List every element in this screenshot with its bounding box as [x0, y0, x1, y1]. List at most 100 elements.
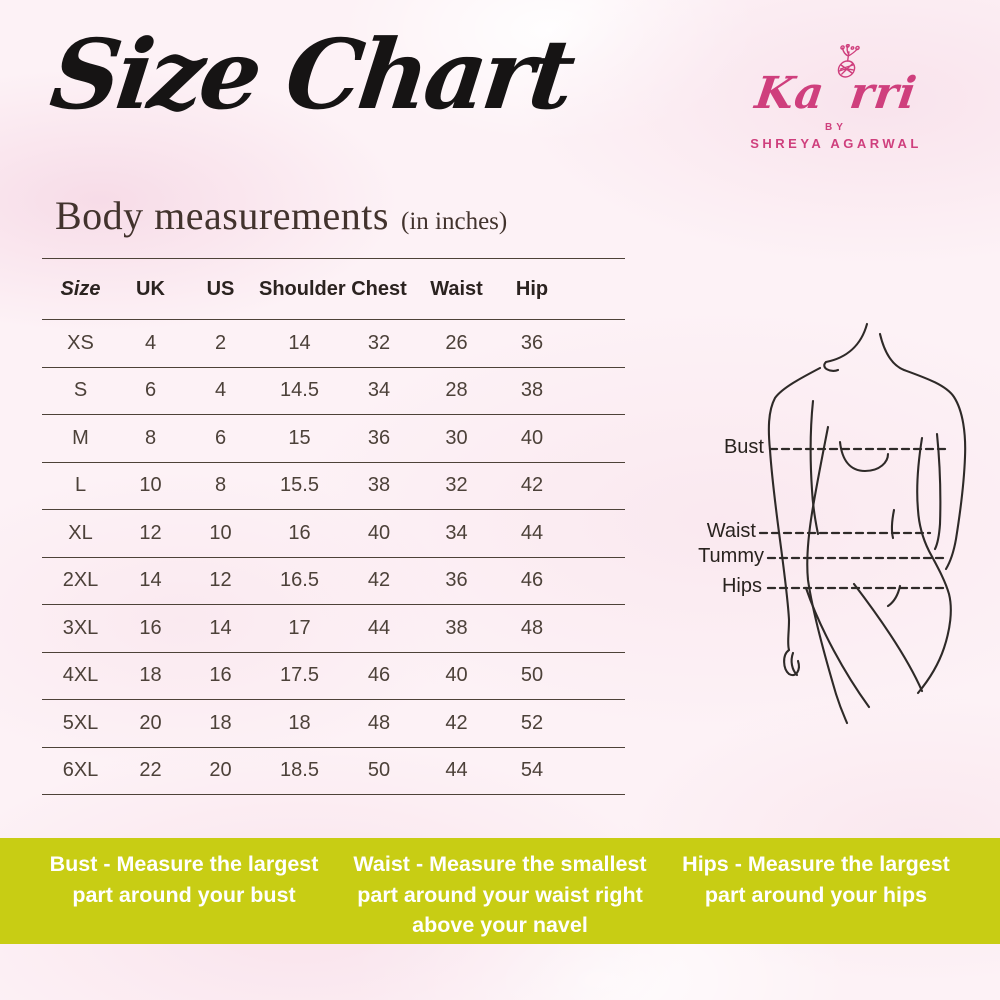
table-cell: 5XL: [62, 711, 99, 734]
table-cell: 2XL: [62, 569, 99, 592]
table-cell: M: [72, 426, 89, 449]
table-cell: 16: [288, 521, 311, 544]
table-cell: 42: [445, 711, 468, 734]
table-cell: 18: [209, 711, 232, 734]
table-cell: 8: [144, 426, 157, 449]
table-cell: 4: [214, 379, 227, 402]
column-header-us: US: [206, 277, 235, 300]
table-cell: 34: [445, 521, 468, 544]
table-cell: 44: [520, 521, 544, 544]
table-cell: 40: [445, 664, 468, 687]
bust-label: Bust: [723, 436, 764, 458]
table-cell: 38: [367, 474, 391, 497]
table-cell: 17: [288, 616, 311, 639]
table-row: 3XL 16 14 17 44 38 48: [42, 605, 625, 652]
table-cell: 18.5: [280, 759, 319, 782]
table-cell: 6XL: [62, 759, 99, 782]
section-heading: Body measurements (in inches): [55, 192, 507, 239]
measurement-instruction-waist: Waist - Measure the smallest part around…: [332, 849, 668, 944]
table-cell: XS: [67, 331, 94, 354]
size-table-header: Size UK US Shoulder Chest Waist Hip: [42, 258, 625, 320]
table-cell: 28: [445, 379, 468, 402]
table-cell: 54: [520, 759, 544, 782]
table-cell: 18: [139, 664, 162, 687]
table-cell: 20: [139, 711, 162, 734]
table-row: 4XL 18 16 17.5 46 40 50: [42, 652, 625, 700]
table-cell: 36: [520, 331, 544, 354]
table-cell: 46: [367, 664, 391, 687]
tummy-label: Tummy: [698, 545, 764, 567]
table-cell: XL: [68, 521, 93, 544]
table-cell: 18: [288, 711, 311, 734]
table-cell: 14: [209, 616, 232, 639]
size-table: Size UK US Shoulder Chest Waist Hip XS 4 2 14 32 2 6…: [42, 258, 625, 795]
waist-label: Waist: [706, 520, 756, 542]
table-cell: 44: [445, 759, 468, 782]
table-row: 5XL 20 18 18 48 42 52: [42, 700, 625, 747]
column-header-chest: Chest: [351, 277, 407, 300]
table-cell: 48: [520, 616, 544, 639]
measurement-description: Measure the largest part around your hip…: [704, 852, 950, 907]
table-cell: 4XL: [62, 664, 99, 687]
table-cell: 16: [209, 664, 232, 687]
table-cell: 50: [520, 664, 544, 687]
table-cell: 34: [367, 379, 391, 402]
section-heading-text: Body measurements: [55, 193, 389, 238]
table-cell: 38: [445, 616, 468, 639]
table-cell: 12: [209, 569, 232, 592]
table-cell: 42: [520, 474, 544, 497]
table-cell: 15: [288, 426, 311, 449]
female-body-outline: [758, 322, 967, 725]
table-cell: 32: [445, 474, 468, 497]
table-cell: 6: [214, 426, 227, 449]
column-header-uk: UK: [136, 277, 165, 300]
table-cell: 50: [367, 759, 391, 782]
table-cell: 12: [139, 521, 162, 544]
table-cell: 8: [214, 474, 227, 497]
brand-name-left: Ka: [752, 68, 828, 119]
brand-owner: SHREYA AGARWAL: [750, 136, 922, 151]
table-cell: 20: [209, 759, 232, 782]
table-cell: 17.5: [280, 664, 319, 687]
table-cell: 6: [144, 379, 157, 402]
table-cell: 44: [367, 616, 391, 639]
brand-logo: Ka rri BY SHREYA AGARWAL: [748, 44, 924, 151]
table-cell: S: [73, 379, 88, 402]
column-header-shoulder: Shoulder: [259, 277, 346, 300]
table-cell: 16.5: [280, 569, 319, 592]
table-cell: 4: [144, 331, 157, 354]
table-row: S 6 4 14.5 34 28 38: [42, 367, 625, 415]
table-cell: 36: [445, 569, 468, 592]
table-cell: 3XL: [62, 616, 99, 639]
table-cell: 14.5: [280, 379, 319, 402]
section-heading-note: (in inches): [401, 208, 508, 235]
table-cell: 2: [214, 331, 227, 354]
table-cell: 16: [139, 616, 162, 639]
table-cell: 15.5: [280, 474, 319, 497]
table-cell: 48: [367, 711, 391, 734]
table-cell: 22: [139, 759, 162, 782]
table-cell: 32: [367, 331, 391, 354]
column-header-size: Size: [60, 277, 101, 300]
page-title: Size Chart: [45, 18, 578, 131]
table-cell: 36: [367, 426, 391, 449]
table-cell: 38: [520, 379, 544, 402]
table-cell: 42: [367, 569, 391, 592]
table-cell: 14: [288, 331, 311, 354]
measurement-term: Hips -: [682, 852, 748, 876]
column-header-hip: Hip: [515, 277, 549, 300]
body-measurement-diagram: Bust Waist Tummy Hips: [660, 298, 1000, 726]
table-cell: 10: [209, 521, 232, 544]
table-cell: 40: [520, 426, 544, 449]
measurement-term: Waist -: [353, 852, 430, 876]
table-cell: 10: [139, 474, 162, 497]
measurement-instructions-banner: Bust - Measure the largest part around y…: [0, 838, 1000, 944]
table-cell: 30: [445, 426, 468, 449]
column-header-waist: Waist: [430, 277, 483, 300]
measurement-term: Bust -: [49, 852, 117, 876]
table-row: XS 4 2 14 32 26 36: [42, 320, 625, 367]
hips-label: Hips: [721, 575, 762, 597]
table-cell: 40: [367, 521, 391, 544]
measurement-instruction-hips: Hips - Measure the largest part around y…: [668, 849, 964, 944]
flower-vase-icon: [837, 44, 860, 78]
